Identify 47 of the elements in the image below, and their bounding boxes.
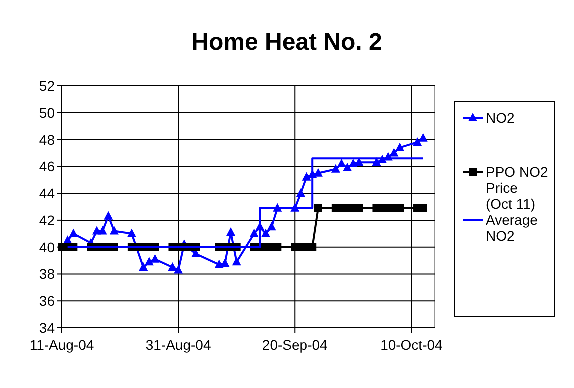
point bbox=[127, 228, 136, 238]
point bbox=[337, 158, 346, 168]
point bbox=[418, 133, 428, 142]
point bbox=[390, 148, 399, 157]
point bbox=[226, 228, 236, 236]
y-tick-label: 36 bbox=[39, 293, 56, 310]
point bbox=[274, 243, 282, 252]
point bbox=[110, 226, 119, 235]
x-tick-label: 11-Aug-04 bbox=[30, 337, 94, 353]
y-tick-label: 34 bbox=[39, 320, 56, 336]
point bbox=[302, 172, 312, 181]
point bbox=[396, 204, 404, 212]
y-tick-label: 46 bbox=[39, 158, 56, 175]
point bbox=[267, 222, 276, 231]
point bbox=[314, 204, 322, 212]
point bbox=[331, 164, 340, 173]
x-tick-label: 20-Sep-04 bbox=[262, 337, 328, 353]
x-tick-label: 31-Aug-04 bbox=[146, 337, 212, 353]
y-tick-label: 38 bbox=[39, 266, 56, 282]
y-tick-label: 40 bbox=[39, 239, 56, 256]
point bbox=[69, 228, 78, 238]
point bbox=[214, 260, 224, 268]
point bbox=[98, 226, 108, 235]
y-tick-label: 44 bbox=[39, 186, 56, 202]
legend-label: PPO NO2 Price (Oct 11) bbox=[486, 164, 548, 212]
x-tick-label: 10-Oct-04 bbox=[380, 337, 444, 353]
point bbox=[174, 265, 184, 274]
y-tick-label: 52 bbox=[39, 78, 56, 94]
point bbox=[139, 262, 148, 271]
point bbox=[250, 228, 259, 238]
y-tick-label: 48 bbox=[39, 132, 56, 148]
point bbox=[419, 204, 428, 212]
point bbox=[355, 204, 364, 212]
y-tick-label: 50 bbox=[39, 104, 56, 121]
point bbox=[296, 188, 306, 198]
point bbox=[144, 257, 154, 266]
point bbox=[343, 163, 352, 172]
y-tick-label: 42 bbox=[39, 212, 56, 228]
point bbox=[308, 243, 317, 252]
chart-title: Home Heat No. 2 bbox=[192, 29, 382, 56]
point bbox=[232, 257, 242, 266]
point bbox=[396, 142, 405, 152]
legend-label: NO2 bbox=[486, 110, 515, 126]
point bbox=[413, 137, 422, 146]
point bbox=[261, 228, 270, 238]
legend-label: Average NO2 bbox=[486, 212, 538, 244]
point bbox=[104, 211, 114, 220]
